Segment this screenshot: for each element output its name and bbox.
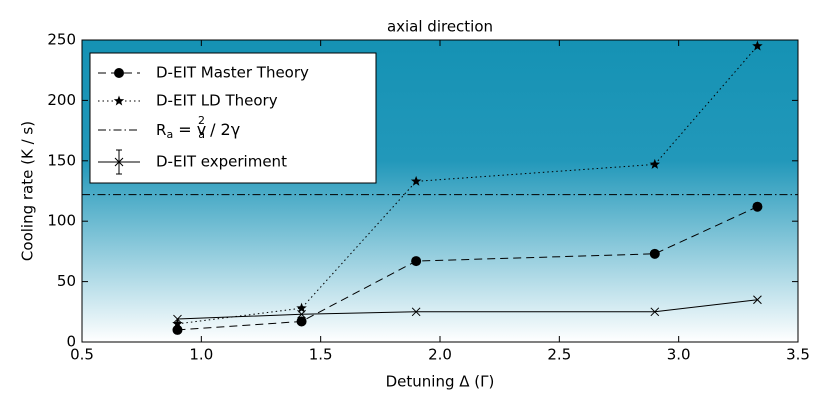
point (296, 302, 307, 313)
legend-marker (113, 95, 125, 106)
legend-label: Ra = va2 / 2γ (156, 114, 240, 141)
legend-label: D-EIT experiment (156, 153, 287, 171)
chart-title: axial direction (387, 18, 493, 36)
point (753, 295, 762, 305)
legend-marker (114, 149, 124, 175)
point (297, 309, 306, 319)
legend (89, 52, 377, 184)
y-tick-label: 150 (47, 151, 76, 169)
legend-label-part: a (166, 128, 173, 141)
point (649, 158, 661, 169)
x-tick-label: 2.5 (547, 346, 571, 364)
legend-label-part: = v (173, 120, 206, 139)
point (410, 175, 422, 186)
y-tick-label: 250 (47, 31, 76, 49)
x-tick-label: 1.0 (189, 346, 213, 364)
plot-frame (81, 39, 799, 343)
x-tick-label: 3.0 (667, 346, 691, 364)
legend-label-part: / 2γ (205, 120, 240, 139)
point (172, 318, 183, 329)
point (173, 314, 182, 324)
x-tick-label: 1.5 (309, 346, 333, 364)
y-axis-label: Cooling rate (K / s) (19, 121, 37, 261)
point (752, 40, 763, 51)
point (172, 324, 183, 335)
y-tick-label: 100 (47, 212, 76, 230)
point (411, 256, 422, 267)
point (650, 307, 660, 317)
x-axis-label: Detuning Δ (Γ) (386, 373, 495, 391)
legend-marker (114, 68, 124, 78)
y-tick-label: 200 (47, 91, 76, 109)
point (649, 248, 660, 259)
legend-label: D-EIT LD Theory (156, 92, 278, 110)
x-tick-label: 0.5 (70, 346, 94, 364)
legend-label-part: 2 (198, 114, 205, 127)
x-tick-label: 3.5 (786, 346, 810, 364)
legend-label: D-EIT Master Theory (156, 64, 309, 82)
legend-label-part: a (198, 128, 205, 141)
legend-label-part: R (156, 121, 166, 139)
point (752, 201, 763, 212)
point (296, 316, 307, 327)
x-tick-label: 2.0 (428, 346, 452, 364)
point (411, 307, 421, 317)
y-tick-label: 0 (66, 333, 76, 351)
y-tick-label: 50 (57, 272, 76, 290)
